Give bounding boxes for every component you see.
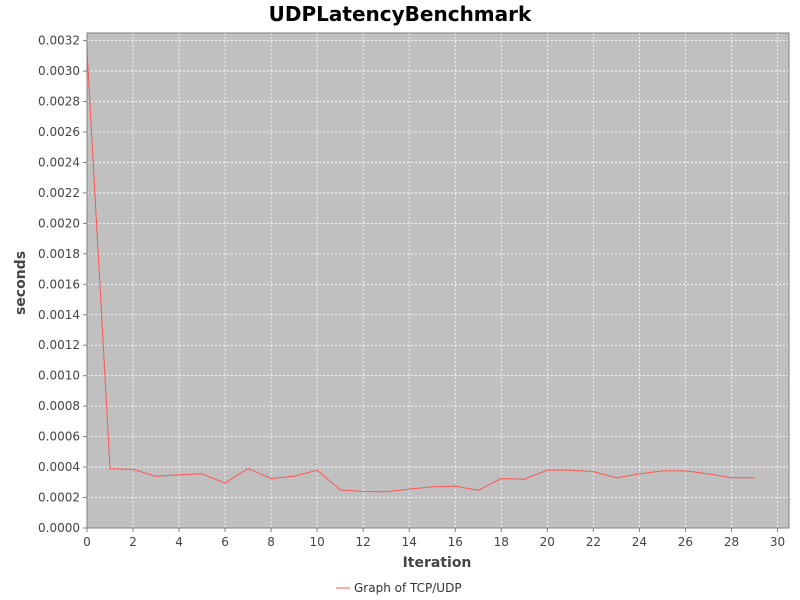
data-point <box>523 478 525 480</box>
y-tick-label: 0.0008 <box>38 399 80 413</box>
data-point <box>316 469 318 471</box>
data-point <box>293 475 295 477</box>
data-point <box>362 490 364 493</box>
plot-border <box>86 32 790 529</box>
x-tick-label: 6 <box>221 535 229 549</box>
y-axis-label: seconds <box>13 251 29 315</box>
data-point <box>339 489 341 491</box>
x-tick-label: 14 <box>402 535 417 549</box>
data-point <box>638 473 640 475</box>
x-tick-label: 0 <box>83 535 91 549</box>
y-tick-label: 0.0002 <box>38 491 80 505</box>
legend-label: Graph of TCP/UDP <box>354 581 462 595</box>
y-tick-label: 0.0000 <box>38 521 80 535</box>
data-point <box>109 468 111 470</box>
x-tick-label: 20 <box>540 535 555 549</box>
x-tick-label: 18 <box>494 535 509 549</box>
plot-area <box>87 33 789 528</box>
data-point <box>753 477 756 479</box>
data-point <box>270 477 272 480</box>
y-tick-label: 0.0024 <box>38 155 80 169</box>
grid-lines <box>86 33 789 529</box>
data-point <box>178 474 180 476</box>
y-tick-label: 0.0018 <box>38 247 80 261</box>
x-tick-label: 22 <box>586 535 601 549</box>
y-tick-label: 0.0020 <box>38 216 80 230</box>
x-axis-label: Iteration <box>403 555 472 571</box>
chart-title: UDPLatencyBenchmark <box>269 2 532 26</box>
x-tick-label: 4 <box>175 535 183 549</box>
x-tick-label: 12 <box>356 535 371 549</box>
y-tick-label: 0.0004 <box>38 460 80 474</box>
data-point <box>684 470 687 472</box>
data-point <box>569 469 571 471</box>
data-point <box>247 468 249 470</box>
data-point <box>707 473 710 475</box>
y-tick-label: 0.0016 <box>38 277 80 291</box>
data-point <box>500 477 502 480</box>
series-line <box>86 49 755 493</box>
y-tick-label: 0.0014 <box>38 308 80 322</box>
x-axis: 0 2 4 6 8 10 12 14 16 18 20 22 24 26 28 30 <box>83 528 785 549</box>
x-tick-label: 30 <box>770 535 785 549</box>
data-point <box>132 468 134 470</box>
y-tick-label: 0.0028 <box>38 95 80 109</box>
y-tick-label: 0.0030 <box>38 64 80 78</box>
data-point <box>431 486 433 488</box>
y-tick-label: 0.0026 <box>38 125 80 139</box>
x-tick-label: 26 <box>678 535 693 549</box>
y-tick-label: 0.0012 <box>38 338 80 352</box>
y-axis: 0.0000 0.0002 0.0004 0.0006 0.0008 0.0010 0.00… <box>38 34 87 535</box>
data-point <box>224 482 226 484</box>
data-point <box>385 491 387 493</box>
x-tick-label: 10 <box>310 535 325 549</box>
data-point <box>454 485 456 487</box>
x-tick-label: 28 <box>724 535 739 549</box>
data-point <box>661 470 664 472</box>
y-tick-label: 0.0022 <box>38 186 80 200</box>
x-tick-label: 16 <box>448 535 463 549</box>
data-point <box>730 477 733 479</box>
y-tick-label: 0.0010 <box>38 369 80 383</box>
data-point <box>615 477 617 479</box>
x-tick-label: 2 <box>129 535 137 549</box>
data-point <box>155 475 157 477</box>
series-layer <box>86 49 756 493</box>
data-point <box>477 489 479 491</box>
data-point <box>201 473 203 475</box>
data-point <box>408 488 410 490</box>
y-tick-label: 0.0006 <box>38 430 80 444</box>
y-tick-label: 0.0032 <box>38 34 80 48</box>
data-point <box>592 471 594 473</box>
x-tick-label: 8 <box>267 535 275 549</box>
data-point <box>546 469 548 471</box>
x-tick-label: 24 <box>632 535 647 549</box>
legend: Graph of TCP/UDP <box>336 581 462 595</box>
